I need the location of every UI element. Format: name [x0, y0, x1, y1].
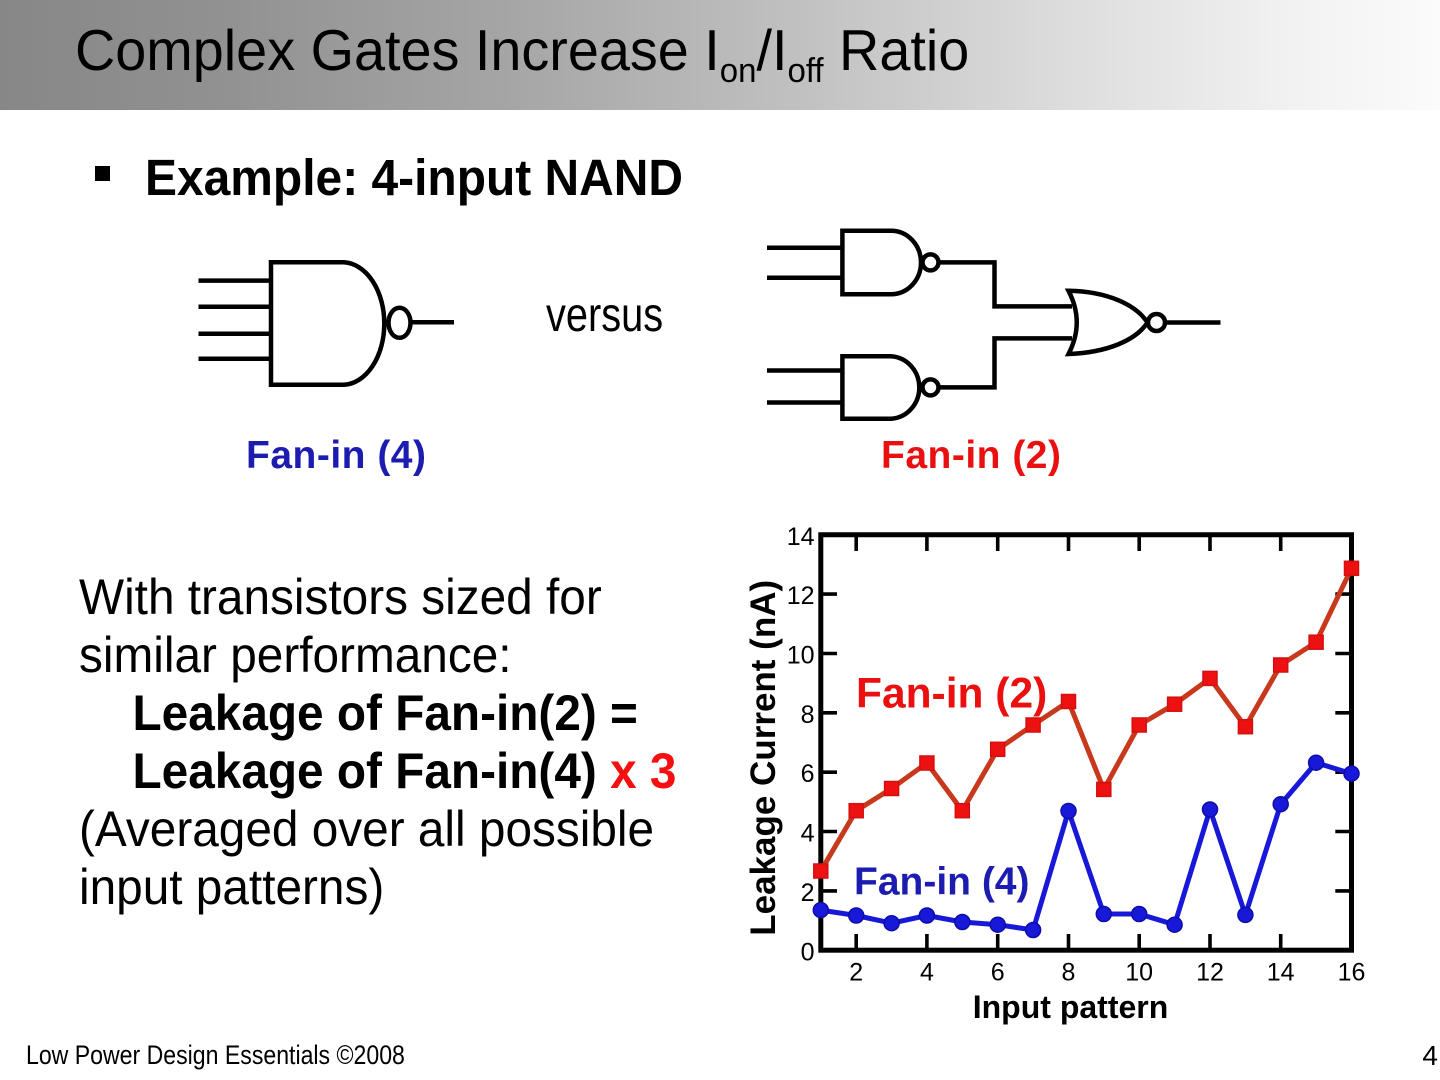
svg-text:0: 0 [801, 938, 815, 966]
svg-text:Leakage Current (nA): Leakage Current (nA) [744, 580, 783, 936]
svg-text:12: 12 [1196, 959, 1224, 987]
svg-text:10: 10 [787, 642, 815, 670]
svg-text:4: 4 [801, 820, 815, 848]
svg-text:10: 10 [1125, 959, 1153, 987]
svg-text:8: 8 [801, 701, 815, 729]
svg-text:4: 4 [920, 959, 934, 987]
svg-text:6: 6 [991, 959, 1005, 987]
svg-text:2: 2 [801, 879, 815, 907]
svg-text:14: 14 [1267, 959, 1295, 987]
svg-text:12: 12 [787, 582, 815, 610]
svg-text:Fan-in (4): Fan-in (4) [854, 860, 1029, 903]
svg-text:2: 2 [849, 959, 863, 987]
svg-text:14: 14 [787, 523, 815, 551]
svg-text:16: 16 [1338, 959, 1366, 987]
svg-text:Fan-in (2): Fan-in (2) [856, 671, 1047, 718]
svg-text:Input pattern: Input pattern [973, 989, 1169, 1025]
svg-text:6: 6 [801, 760, 815, 788]
svg-text:8: 8 [1062, 959, 1076, 987]
